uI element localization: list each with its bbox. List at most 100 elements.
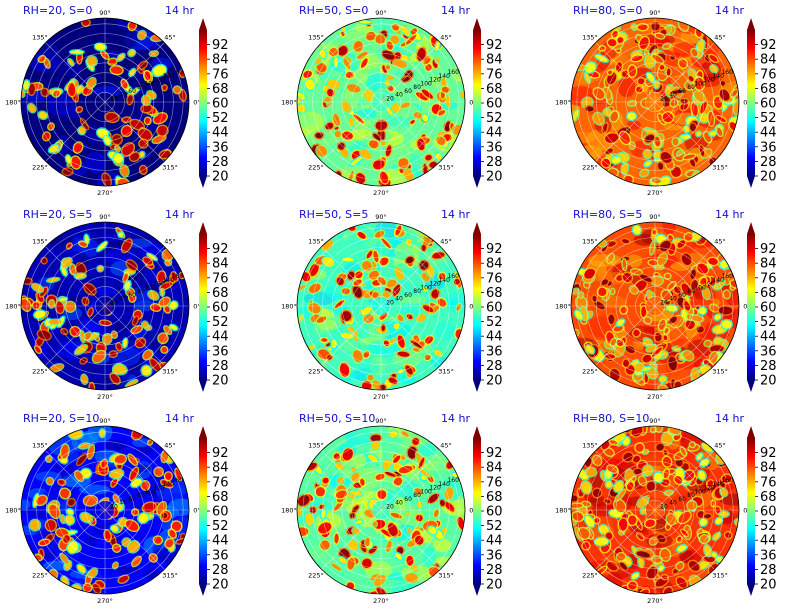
colorbar-tick-label: 84 xyxy=(212,461,229,476)
panel-title: RH=50, S=5 xyxy=(299,208,368,221)
field-blob xyxy=(435,40,440,51)
colorbar-tick-label: 28 xyxy=(212,563,229,578)
field-blob xyxy=(143,257,153,265)
radial-tick-label: 60 xyxy=(404,292,412,299)
field-blob xyxy=(320,540,330,550)
field-blob xyxy=(444,487,454,500)
field-blob xyxy=(298,495,310,506)
field-blob xyxy=(621,239,630,244)
field-blob xyxy=(690,315,704,322)
field-blob xyxy=(174,86,181,93)
field-blob xyxy=(394,267,404,280)
field-blob xyxy=(644,317,651,324)
field-blob xyxy=(592,295,597,302)
field-blob xyxy=(594,537,609,546)
angular-grid-line xyxy=(380,246,441,307)
colorbar-tick-label: 60 xyxy=(486,505,503,520)
field-blob xyxy=(651,178,661,184)
field-blob xyxy=(715,506,721,514)
angle-tick-label: 135° xyxy=(32,33,48,41)
field-blob xyxy=(696,131,702,137)
field-blob xyxy=(132,556,141,567)
field-blob xyxy=(633,455,640,463)
field-blob xyxy=(41,89,49,96)
field-blob xyxy=(440,500,445,506)
colorbar-tick-label: 60 xyxy=(760,97,777,112)
field-blob xyxy=(584,73,590,83)
colorbar-tick-label: 68 xyxy=(760,286,777,301)
field-blob xyxy=(380,528,391,537)
colorbar-tick-label: 44 xyxy=(486,330,503,345)
field-blob xyxy=(417,138,425,151)
field-blob xyxy=(71,156,81,169)
field-blob xyxy=(690,269,696,279)
field-blob xyxy=(384,80,391,87)
angle-tick-label: 315° xyxy=(438,572,454,580)
colorbar-tick-label: 44 xyxy=(486,126,503,141)
field-blob xyxy=(337,45,348,56)
panel-title: RH=80, S=0 xyxy=(573,4,642,17)
angle-tick-label: 0° xyxy=(193,99,200,107)
radial-tick-label: 40 xyxy=(669,500,677,507)
angle-tick-label: 180° xyxy=(555,303,571,311)
field-blob xyxy=(679,59,687,68)
angular-grid-line xyxy=(45,509,106,570)
field-blob xyxy=(333,113,340,126)
field-blob xyxy=(387,523,398,537)
field-blob xyxy=(689,158,696,167)
radial-tick-label: 80 xyxy=(413,492,421,499)
field-blob xyxy=(74,142,83,153)
field-blob xyxy=(419,260,429,270)
angle-tick-label: 135° xyxy=(582,33,598,41)
field-blob xyxy=(460,91,465,99)
field-blob xyxy=(353,285,362,298)
field-blob xyxy=(114,455,126,464)
field-blob xyxy=(689,123,696,132)
field-blob xyxy=(84,234,89,244)
field-blob xyxy=(640,169,649,177)
field-blob xyxy=(654,472,663,483)
colorbar-tick-label: 84 xyxy=(212,53,229,68)
panel-title: RH=80, S=5 xyxy=(573,208,642,221)
field-blob xyxy=(324,97,331,103)
field-blob xyxy=(350,156,363,166)
field-blob xyxy=(668,282,676,290)
colorbar-gradient xyxy=(473,30,481,176)
field-blob xyxy=(663,335,668,341)
field-blob xyxy=(175,469,182,481)
field-blob xyxy=(664,273,671,279)
field-blob xyxy=(691,102,698,116)
field-blob xyxy=(112,134,122,145)
colorbar-tick-label: 84 xyxy=(486,257,503,272)
field-blob xyxy=(143,350,153,360)
field-blob xyxy=(36,293,44,302)
field-blob xyxy=(599,46,605,51)
angular-grid-line xyxy=(45,42,106,103)
field-blob xyxy=(628,515,637,525)
field-blob xyxy=(135,338,145,348)
field-haze xyxy=(116,565,140,575)
field-blob xyxy=(141,365,152,376)
field-blob xyxy=(421,244,426,252)
field-blob xyxy=(659,319,666,330)
field-blob xyxy=(435,57,440,63)
field-blob xyxy=(683,350,694,361)
field-blob xyxy=(670,99,678,107)
field-blob xyxy=(662,112,673,123)
field-blob xyxy=(637,533,644,540)
field-blob xyxy=(68,83,76,97)
angle-tick-label: 45° xyxy=(164,33,176,41)
field-blob xyxy=(117,53,125,61)
field-blob xyxy=(24,278,32,284)
colorbar-tick-label: 60 xyxy=(486,97,503,112)
angular-grid-line xyxy=(654,509,715,570)
field-blob xyxy=(139,139,148,148)
colorbar-max-arrow xyxy=(199,426,207,438)
field-blob xyxy=(656,443,664,451)
colorbar-tick-label: 92 xyxy=(212,38,229,53)
field-blob xyxy=(643,465,653,475)
angle-tick-label: 90° xyxy=(375,417,387,425)
angular-grid-line xyxy=(595,101,656,162)
radial-tick-label: 40 xyxy=(669,296,677,303)
field-blob xyxy=(377,489,387,500)
